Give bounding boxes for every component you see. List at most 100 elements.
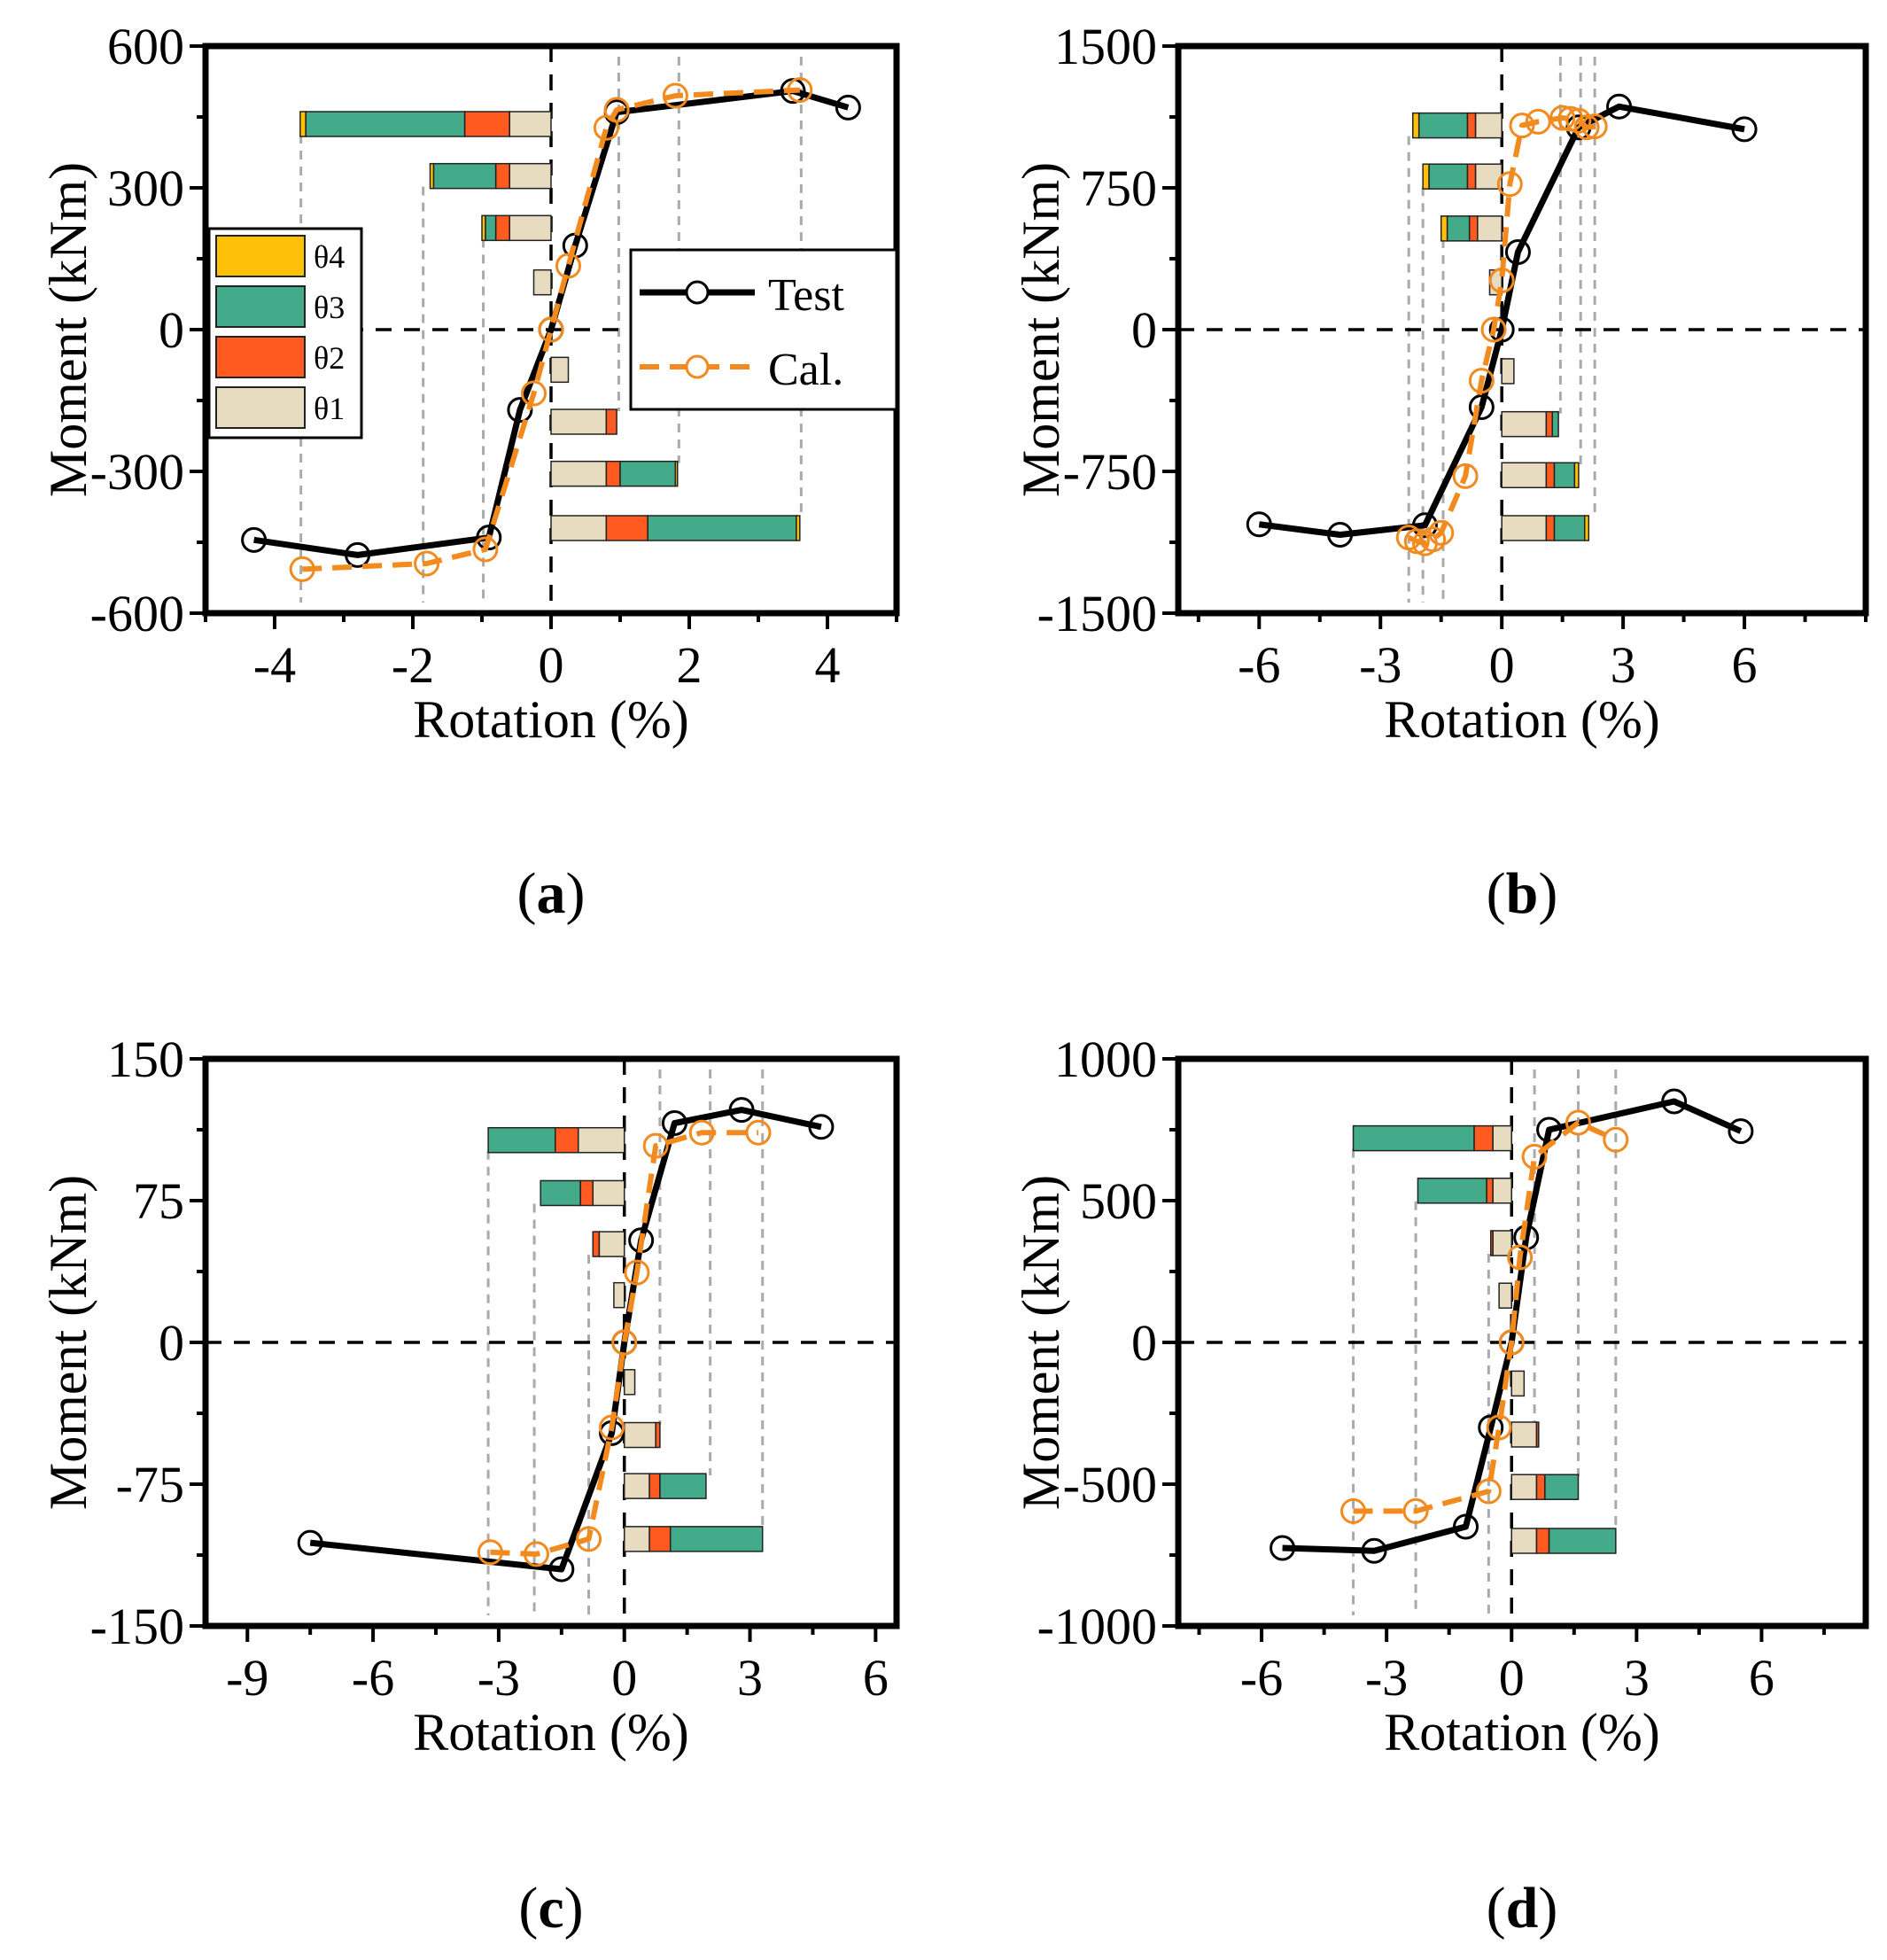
- data-point-cal: [523, 1541, 549, 1567]
- bar-segment-theta1: [1510, 1474, 1538, 1500]
- theta-swatch-theta3: [215, 285, 306, 328]
- y-tick-label: -300: [90, 443, 184, 501]
- y-tick-label: 0: [1131, 301, 1157, 359]
- x-tick-label: 0: [1489, 636, 1515, 694]
- data-point-test: [1536, 1116, 1563, 1143]
- bar-segment-theta4: [1584, 515, 1590, 541]
- data-point-cal: [289, 556, 315, 582]
- data-point-test: [1731, 116, 1758, 143]
- y-tick-label: 75: [133, 1172, 184, 1230]
- x-tick-label: 3: [1624, 1649, 1650, 1707]
- x-tick-label: 0: [611, 1649, 637, 1707]
- x-tick-label: -3: [1359, 636, 1402, 694]
- data-point-test: [1327, 521, 1354, 548]
- series-line-cal: [490, 1130, 758, 1557]
- series-legend-box: [629, 248, 898, 411]
- bar-segment-theta1: [623, 1369, 636, 1396]
- data-point-cal: [1565, 107, 1592, 134]
- bar-segment-theta1: [509, 111, 552, 137]
- data-point-cal: [1581, 113, 1608, 140]
- theta-label-theta2: θ2: [314, 340, 345, 376]
- y-axis-title: Moment (kNm): [1012, 162, 1070, 497]
- data-point-cal: [624, 1259, 650, 1286]
- x-tick-label: 0: [539, 636, 564, 694]
- bar-segment-theta3: [1544, 1474, 1580, 1500]
- bar-segment-theta4: [674, 460, 679, 487]
- x-tick-label: -3: [478, 1649, 520, 1707]
- data-point-test: [1504, 239, 1531, 266]
- x-tick-label: 6: [863, 1649, 889, 1707]
- x-axis-title: Rotation (%): [413, 690, 689, 749]
- bar-segment-theta2: [1545, 462, 1556, 489]
- bar-segment-theta3: [487, 1126, 556, 1154]
- bar-segment-theta3: [1551, 410, 1559, 438]
- x-tick-label: 6: [1732, 636, 1758, 694]
- data-point-test: [1270, 1535, 1296, 1561]
- bar-segment-theta1: [532, 268, 552, 296]
- y-tick-label: 0: [1131, 1314, 1157, 1372]
- data-point-cal: [1521, 1143, 1548, 1170]
- data-point-cal: [611, 1329, 638, 1356]
- bar-segment-theta3: [1553, 462, 1576, 489]
- y-tick-label: 0: [159, 1314, 184, 1372]
- panel-a: -4 -2 0 2 4 -600 -300 0 300 600 Rotation (%) Moment…: [39, 18, 900, 926]
- bar-segment-theta1: [1498, 1282, 1512, 1309]
- bar-segment-theta3: [485, 214, 497, 242]
- bar-segment-theta3: [619, 460, 677, 487]
- bar-segment-theta3: [1417, 1178, 1487, 1204]
- bar-segment-theta3: [659, 1473, 707, 1499]
- data-point-test: [297, 1529, 323, 1556]
- series-line-test: [309, 1107, 822, 1573]
- y-tick-label: 150: [107, 1031, 184, 1088]
- bar-segment-theta4: [481, 214, 486, 242]
- bar-segment-theta1: [623, 1526, 650, 1552]
- panel-label: (b): [1487, 861, 1558, 926]
- bar-segment-theta3: [1417, 112, 1469, 139]
- data-point-cal: [662, 82, 688, 109]
- bar-segment-theta3: [432, 162, 497, 190]
- data-point-cal: [603, 97, 630, 123]
- y-tick-label: -75: [116, 1456, 184, 1513]
- bar-segment-theta2: [1489, 1230, 1494, 1256]
- bar-segment-theta1: [1477, 215, 1503, 242]
- x-tick-label: -6: [352, 1649, 394, 1707]
- data-point-cal: [1496, 171, 1523, 198]
- bar-segment-theta2: [1545, 410, 1553, 438]
- bar-segment-theta2: [605, 460, 621, 487]
- bar-segment-theta1: [1510, 1370, 1526, 1397]
- data-point-cal: [1509, 113, 1535, 139]
- y-tick-label: 0: [159, 301, 184, 359]
- data-point-cal: [1525, 108, 1551, 135]
- data-point-test: [1468, 393, 1495, 420]
- x-tick-label: 3: [737, 1649, 763, 1707]
- data-point-cal: [1480, 316, 1507, 343]
- bar-segment-theta1: [613, 1281, 625, 1309]
- legend-marker-cal: [685, 354, 710, 379]
- bar-segment-theta1: [598, 1231, 625, 1257]
- bar-segment-theta2: [1486, 1178, 1494, 1204]
- series-line-test: [253, 88, 850, 558]
- y-tick-label: 1000: [1054, 1031, 1157, 1088]
- x-tick-label: -2: [392, 636, 434, 694]
- bar-segment-theta4: [1412, 112, 1420, 139]
- bar-segment-theta1: [1474, 112, 1503, 139]
- y-tick-label: 300: [107, 159, 184, 217]
- bar-segment-theta3: [1352, 1124, 1475, 1152]
- x-axis-title: Rotation (%): [1384, 690, 1660, 749]
- bar-segment-theta2: [1535, 1474, 1546, 1500]
- data-point-test: [1606, 93, 1633, 120]
- theta-swatch-theta4: [215, 235, 306, 277]
- bar-segment-theta1: [1492, 1124, 1512, 1152]
- bar-segment-theta3: [1428, 163, 1469, 190]
- bar-segment-theta1: [1501, 515, 1548, 541]
- data-point-test: [1478, 1414, 1504, 1441]
- bar-segment-theta2: [648, 1526, 672, 1552]
- bar-segment-theta3: [305, 111, 466, 137]
- data-point-cal: [576, 1526, 602, 1552]
- theta-swatch-theta1: [215, 386, 306, 429]
- bar-segment-theta4: [796, 515, 801, 541]
- y-axis-title: Moment (kNm): [1012, 1175, 1070, 1510]
- x-tick-label: 6: [1749, 1649, 1774, 1707]
- x-axis-title: Rotation (%): [413, 1703, 689, 1762]
- panel-label: (a): [517, 861, 586, 926]
